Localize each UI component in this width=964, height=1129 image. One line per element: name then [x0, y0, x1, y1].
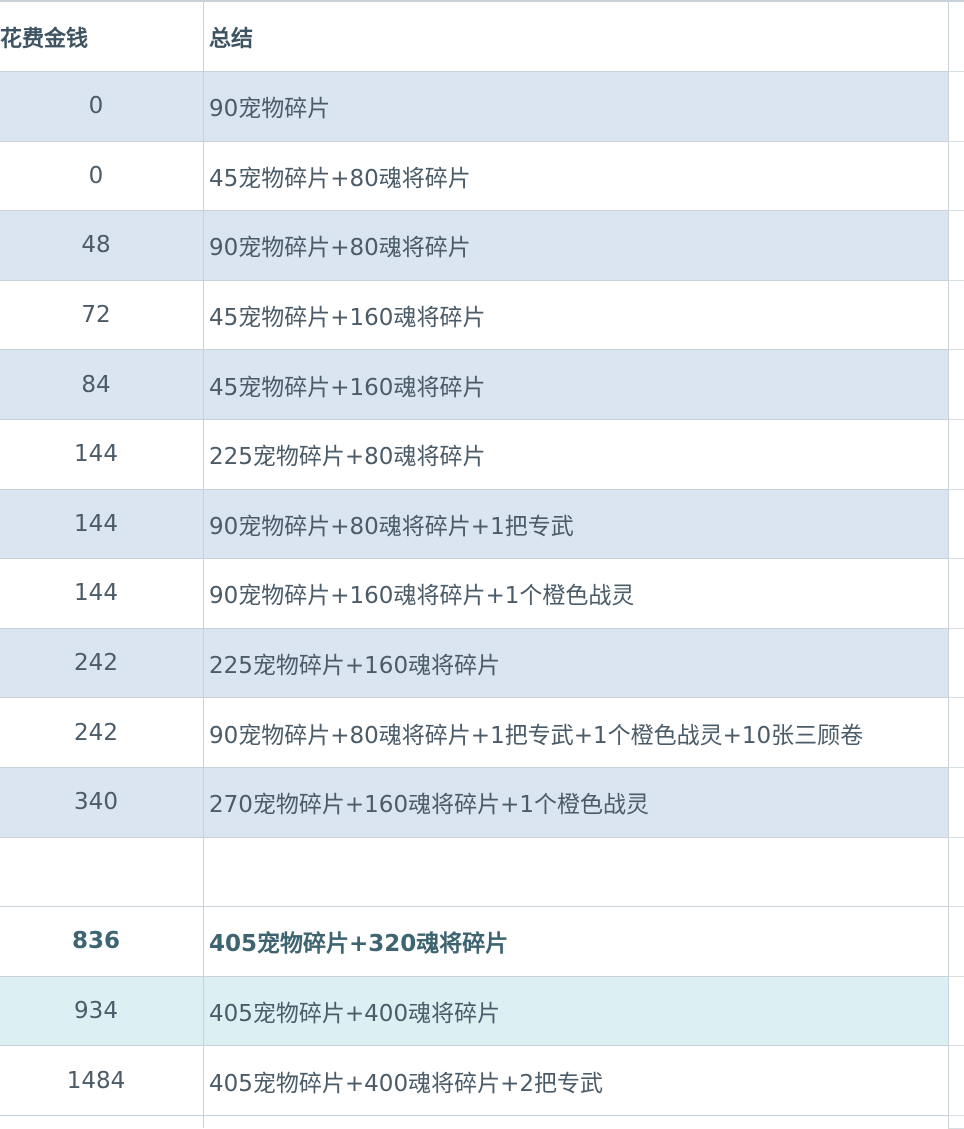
side-column	[948, 72, 964, 142]
column-divider	[203, 0, 204, 1128]
side-column	[948, 768, 964, 838]
side-column	[948, 976, 964, 1047]
table-row: 72 45宠物碎片+160魂将碎片	[0, 280, 964, 351]
table-cell: 340	[74, 789, 118, 816]
table-cell: 48	[81, 232, 111, 259]
empty-row	[0, 837, 964, 908]
table-cell: 90宠物碎片	[209, 96, 331, 123]
table-cell: 45宠物碎片+160魂将碎片	[209, 305, 486, 332]
table-cell: 934	[74, 998, 118, 1025]
empty-row	[0, 1116, 964, 1129]
table-row: 144 90宠物碎片+160魂将碎片+1个橙色战灵	[0, 559, 964, 629]
table-row: 340 270宠物碎片+160魂将碎片+1个橙色战灵	[0, 768, 964, 838]
side-column	[948, 420, 964, 490]
header-row: 花费金钱 总结	[0, 0, 964, 72]
side-column	[948, 907, 964, 977]
table-cell: 405宠物碎片+400魂将碎片	[209, 1001, 501, 1028]
table-row: 48 90宠物碎片+80魂将碎片	[0, 211, 964, 281]
side-column	[948, 489, 964, 560]
table-cell: 0	[88, 162, 104, 189]
table-cell: 45宠物碎片+160魂将碎片	[209, 374, 486, 401]
table-cell: 90宠物碎片+80魂将碎片	[209, 235, 471, 262]
side-column	[948, 1116, 964, 1129]
header-cell: 总结	[209, 26, 254, 52]
side-column	[948, 211, 964, 281]
table-cell: 270宠物碎片+160魂将碎片+1个橙色战灵	[209, 792, 649, 819]
side-column	[948, 280, 964, 351]
side-column	[948, 628, 964, 699]
table-cell: 90宠物碎片+80魂将碎片+1把专武+1个橙色战灵+10张三顾卷	[209, 722, 864, 749]
side-column	[948, 698, 964, 768]
side-column	[948, 559, 964, 629]
table-row: 0 90宠物碎片	[0, 72, 964, 142]
table-cell: 836	[71, 928, 120, 955]
table-cell: 1484	[66, 1067, 126, 1094]
table-cell: 144	[74, 441, 118, 468]
table-cell: 225宠物碎片+80魂将碎片	[209, 444, 486, 471]
table-cell: 144	[74, 580, 118, 607]
table-cell: 144	[74, 510, 118, 537]
header-cell: 花费金钱	[0, 26, 89, 52]
table-row: 0 45宠物碎片+80魂将碎片	[0, 141, 964, 212]
side-column	[948, 1046, 964, 1116]
table-row: 242 225宠物碎片+160魂将碎片	[0, 628, 964, 699]
table-cell: 90宠物碎片+160魂将碎片+1个橙色战灵	[209, 583, 635, 610]
table-cell: 45宠物碎片+80魂将碎片	[209, 165, 471, 192]
side-column	[948, 2, 964, 72]
table-cell: 242	[74, 719, 118, 746]
table-row: 836 405宠物碎片+320魂将碎片	[0, 907, 964, 977]
table-cell: 242	[74, 650, 118, 677]
table-cell: 405宠物碎片+400魂将碎片+2把专武	[209, 1070, 603, 1097]
table-row: 144 225宠物碎片+80魂将碎片	[0, 420, 964, 490]
side-column	[948, 837, 964, 908]
table-cell: 90宠物碎片+80魂将碎片+1把专武	[209, 513, 574, 540]
table-cell: 405宠物碎片+320魂将碎片	[209, 931, 509, 958]
side-column	[948, 141, 964, 212]
side-column	[948, 350, 964, 420]
table-cell: 225宠物碎片+160魂将碎片	[209, 653, 501, 680]
table-row: 1484 405宠物碎片+400魂将碎片+2把专武	[0, 1046, 964, 1116]
table-row: 84 45宠物碎片+160魂将碎片	[0, 350, 964, 420]
table-row: 144 90宠物碎片+80魂将碎片+1把专武	[0, 489, 964, 560]
table-cell: 72	[81, 302, 111, 329]
table-cell: 0	[88, 93, 104, 120]
table-row: 934 405宠物碎片+400魂将碎片	[0, 976, 964, 1047]
table-cell: 84	[81, 371, 111, 398]
table-row: 242 90宠物碎片+80魂将碎片+1把专武+1个橙色战灵+10张三顾卷	[0, 698, 964, 768]
